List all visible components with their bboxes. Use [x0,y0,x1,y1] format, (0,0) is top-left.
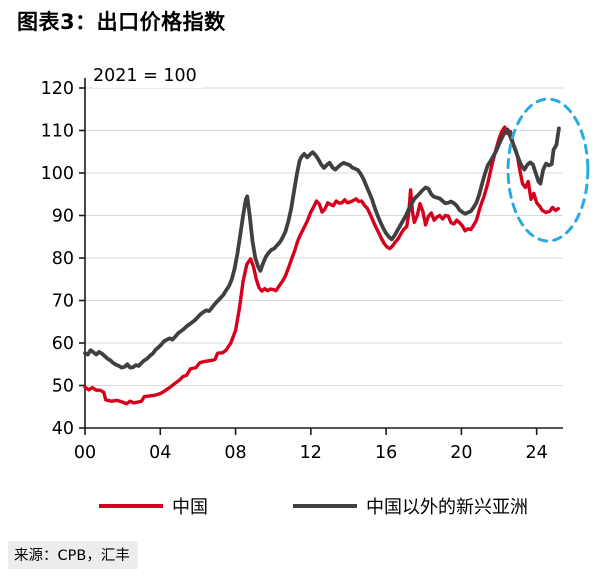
x-tick-label: 16 [375,443,397,463]
legend-line-china [99,504,163,508]
x-tick-label: 12 [300,443,322,463]
x-tick-label: 04 [149,443,171,463]
chart-legend: 中国 中国以外的新兴亚洲 [0,494,607,524]
page-title: 图表3：出口价格指数 [17,10,226,34]
highlight-ellipse-annotation [506,97,590,243]
y-tick-label: 40 [52,419,74,439]
x-tick-label: 08 [224,443,246,463]
legend-item-china: 中国 [99,494,208,518]
y-tick-label: 50 [52,377,74,397]
source-note: 来源：CPB，汇丰 [8,541,138,569]
chart-base-note: 2021 = 100 [93,66,202,88]
x-tick-label: 20 [450,443,472,463]
y-tick-label: 110 [41,122,74,142]
legend-label-china: 中国 [172,497,208,518]
y-tick-label: 90 [52,207,74,227]
y-tick-label: 60 [52,334,74,354]
x-tick-label: 24 [526,443,548,463]
y-tick-label: 80 [52,249,74,269]
legend-label-em-asia-ex-china: 中国以外的新兴亚洲 [366,497,528,518]
x-tick-label: 00 [74,443,96,463]
y-tick-label: 100 [41,164,74,184]
series-line-em-asia-ex-china [83,126,561,370]
y-tick-label: 120 [41,79,74,99]
export-price-index-chart: 40 50 60 70 80 90 100 110 120 00 04 08 12 16 20 24 [41,78,590,463]
series-line-china [83,125,560,406]
y-tick-label: 70 [52,292,74,312]
legend-line-em-asia-ex-china [293,504,357,508]
legend-item-em-asia-ex-china: 中国以外的新兴亚洲 [293,494,528,518]
